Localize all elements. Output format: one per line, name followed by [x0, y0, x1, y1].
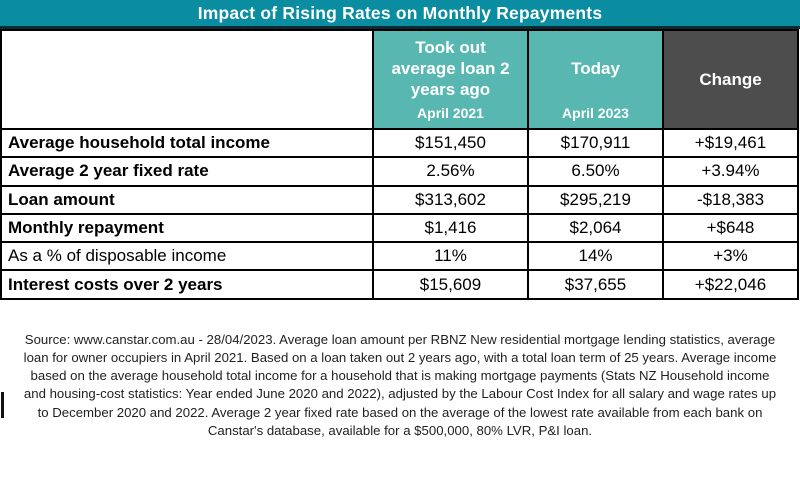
repayments-table: Took out average loan 2 years ago April …: [0, 29, 799, 300]
today-value: $170,911: [527, 127, 664, 159]
change-value: +$22,046: [662, 269, 799, 300]
past-value: $313,602: [372, 184, 529, 215]
change-value: +$19,461: [662, 127, 799, 159]
today-value: $2,064: [527, 212, 664, 244]
column-header-past-date: April 2021: [417, 105, 484, 121]
row-label: As a % of disposable income: [0, 241, 374, 272]
column-header-today-label: Today: [571, 58, 620, 78]
today-value: $37,655: [527, 269, 664, 300]
past-value: 2.56%: [372, 156, 529, 187]
change-value: +3%: [662, 241, 799, 272]
table-row: Interest costs over 2 years $15,609 $37,…: [0, 269, 799, 300]
change-value: +3.94%: [662, 156, 799, 187]
row-label: Loan amount: [0, 184, 374, 215]
today-value: 6.50%: [527, 156, 664, 187]
table-title-bar: Impact of Rising Rates on Monthly Repaym…: [0, 0, 800, 29]
table-row: Average household total income $151,450 …: [0, 127, 799, 159]
column-header-past-label: Took out average loan 2 years ago: [391, 37, 510, 99]
past-value: $151,450: [372, 127, 529, 159]
column-header-past: Took out average loan 2 years ago April …: [372, 29, 529, 130]
header-row: Took out average loan 2 years ago April …: [0, 29, 799, 130]
row-label: Average household total income: [0, 127, 374, 159]
column-header-change-label: Change: [699, 70, 762, 89]
empty-corner-cell: [0, 29, 374, 130]
table-row: Monthly repayment $1,416 $2,064 +$648: [0, 212, 799, 244]
past-value: 11%: [372, 241, 529, 272]
table-row: As a % of disposable income 11% 14% +3%: [0, 241, 799, 272]
page-title: Impact of Rising Rates on Monthly Repaym…: [197, 2, 603, 23]
row-label: Monthly repayment: [0, 212, 374, 244]
today-value: 14%: [527, 241, 664, 272]
column-header-change: Change: [662, 29, 799, 130]
past-value: $1,416: [372, 212, 529, 244]
past-value: $15,609: [372, 269, 529, 300]
source-footnote: Source: www.canstar.com.au - 28/04/2023.…: [23, 331, 777, 438]
left-edge-mark: [1, 392, 4, 418]
table-row: Loan amount $313,602 $295,219 -$18,383: [0, 184, 799, 215]
column-header-today-date: April 2023: [562, 105, 629, 121]
table-row: Average 2 year fixed rate 2.56% 6.50% +3…: [0, 156, 799, 187]
change-value: -$18,383: [662, 184, 799, 215]
change-value: +$648: [662, 212, 799, 244]
row-label: Interest costs over 2 years: [0, 269, 374, 300]
column-header-today: Today April 2023: [527, 29, 664, 130]
today-value: $295,219: [527, 184, 664, 215]
row-label: Average 2 year fixed rate: [0, 156, 374, 187]
